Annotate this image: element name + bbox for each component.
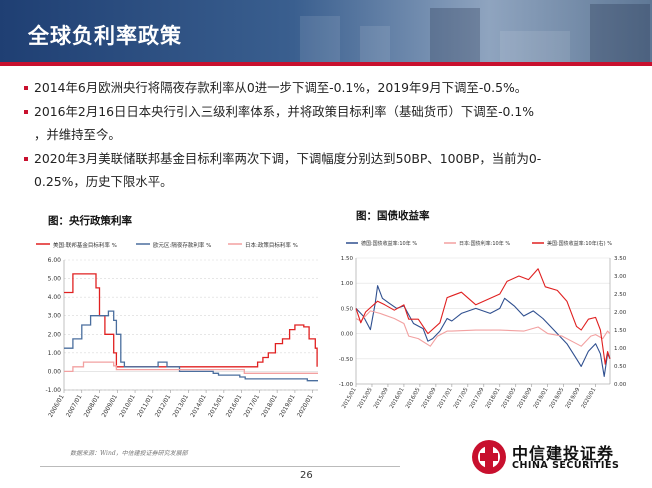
x-tick-label: 2020/01: [296, 393, 315, 418]
y-tick-label: 4.00: [48, 294, 62, 301]
series-line: [355, 268, 611, 365]
y-tick-label: 2.00: [48, 331, 62, 338]
bullet-fed-cont: 0.25%，历史下限水平。: [34, 174, 173, 189]
bullet-fed: 2020年3月美联储联邦基金目标利率两次下调，下调幅度分别达到50BP、100B…: [24, 147, 634, 171]
x-tick-label: 2015/01: [341, 387, 358, 410]
y-tick-label: 1.00: [48, 350, 62, 357]
x-tick-label: 2010/01: [118, 393, 137, 418]
y-tick-label-right: 2.00: [614, 310, 627, 316]
series-line: [64, 273, 318, 368]
legend-label: 德国:国债收益率:10年 %: [361, 240, 417, 247]
y-tick-label-right: 1.50: [614, 328, 627, 334]
y-tick-label-left: 0.50: [341, 306, 354, 312]
x-tick-label: 2018/05: [501, 387, 518, 410]
x-tick-label: 2018/09: [517, 387, 534, 410]
x-tick-label: 2016/01: [389, 387, 406, 410]
x-tick-label: 2007/01: [65, 393, 84, 418]
bond-yield-chart: 德国:国债收益率:10年 % 日本:国债利率:10年 % 美国:国债收益率:10年(…: [339, 240, 627, 410]
legend-label: 日本:国债利率:10年 %: [459, 240, 510, 247]
x-tick-label: 2017/01: [243, 393, 262, 418]
header-accent-bar: [0, 62, 652, 66]
legend-label: 美国:联邦基金目标利率 %: [53, 241, 117, 249]
bullet-list: 2014年6月欧洲央行将隔夜存款利率从0进一步下调至-0.1%，2019年9月下…: [24, 76, 634, 194]
y-tick-label-left: 0.00: [341, 332, 354, 338]
china-securities-logo-icon: [472, 440, 506, 474]
series-line: [355, 285, 611, 377]
x-tick-label: 2018/01: [485, 387, 502, 410]
x-tick-label: 2016/05: [405, 387, 422, 410]
y-tick-label: -1.00: [45, 387, 61, 394]
logo-text-cn: 中信建投证券: [512, 444, 615, 463]
y-tick-label: 5.00: [48, 276, 62, 283]
series-line: [355, 310, 611, 347]
x-tick-label: 2016/09: [421, 387, 438, 410]
page-title: 全球负利率政策: [28, 24, 182, 48]
y-tick-label: 3.00: [48, 313, 62, 320]
x-tick-label: 2017/05: [453, 387, 470, 410]
x-tick-label: 2008/01: [83, 393, 102, 418]
bullet-ecb: 2014年6月欧洲央行将隔夜存款利率从0进一步下调至-0.1%，2019年9月下…: [24, 76, 634, 100]
series-line: [64, 361, 318, 374]
series-line: [64, 310, 318, 382]
y-tick-label-right: 3.50: [614, 256, 627, 262]
x-tick-label: 2017/01: [437, 387, 454, 410]
legend-label: 欧元区:隔夜存款利率 %: [153, 241, 211, 249]
y-tick-label: 6.00: [48, 257, 62, 264]
x-tick-label: 2012/01: [154, 393, 173, 418]
page-number: 26: [300, 470, 313, 481]
x-tick-label: 2014/01: [189, 393, 208, 418]
x-tick-label: 2013/01: [172, 393, 191, 418]
x-tick-label: 2020/01: [581, 387, 598, 410]
data-source-note: 数据来源：Wind，中信建投证券研究发展部: [70, 450, 188, 457]
x-tick-label: 2006/01: [47, 393, 66, 418]
x-tick-label: 2015/05: [357, 387, 374, 410]
left-chart-caption: 图：央行政策利率: [48, 215, 132, 227]
bullet-boj-cont: ，并维持至今。: [34, 127, 121, 142]
y-tick-label-right: 1.00: [614, 346, 627, 352]
legend-label: 美国:国债收益率:10年(右) %: [547, 240, 612, 247]
bullet-boj: 2016年2月16日日本央行引入三级利率体系，并将政策目标利率（基础货币）下调至…: [24, 100, 634, 124]
x-tick-label: 2011/01: [136, 393, 155, 418]
x-tick-label: 2015/01: [207, 393, 226, 418]
logo-text-en: CHINA SECURITIES: [512, 460, 620, 471]
x-tick-label: 2019/09: [565, 387, 582, 410]
policy-rate-chart: 美国:联邦基金目标利率 % 欧元区:隔夜存款利率 % 日本:政策目标利率 % 6.00…: [36, 241, 318, 419]
slide-header: 全球负利率政策: [0, 0, 652, 66]
y-tick-label-left: -1.00: [339, 382, 354, 388]
y-tick-label: 0.00: [48, 368, 62, 375]
x-tick-label: 2017/09: [469, 387, 486, 410]
y-tick-label-right: 0.00: [614, 382, 627, 388]
x-tick-label: 2018/01: [260, 393, 279, 418]
y-tick-label-right: 2.50: [614, 292, 627, 298]
x-tick-label: 2019/01: [533, 387, 550, 410]
y-tick-label-left: 1.50: [341, 256, 354, 262]
footer-divider: [40, 466, 400, 467]
legend-label: 日本:政策目标利率 %: [245, 241, 298, 249]
x-tick-label: 2016/01: [225, 393, 244, 418]
y-tick-label-left: -0.50: [339, 357, 354, 363]
y-tick-label-right: 0.50: [614, 364, 627, 370]
x-tick-label: 2009/01: [100, 393, 119, 418]
right-chart-caption: 图：国债收益率: [356, 210, 430, 222]
x-tick-label: 2019/05: [549, 387, 566, 410]
y-tick-label-right: 3.00: [614, 274, 627, 280]
x-tick-label: 2015/09: [373, 387, 390, 410]
x-tick-label: 2019/01: [278, 393, 297, 418]
y-tick-label-left: 1.00: [341, 281, 354, 287]
